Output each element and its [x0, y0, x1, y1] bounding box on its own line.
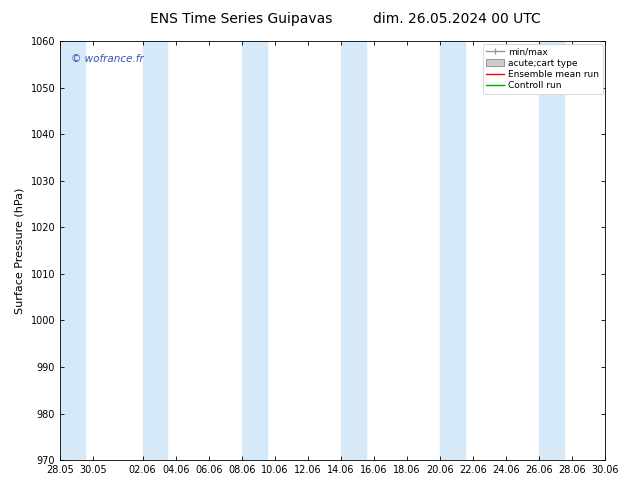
Text: ENS Time Series Guipavas: ENS Time Series Guipavas: [150, 12, 332, 26]
Text: dim. 26.05.2024 00 UTC: dim. 26.05.2024 00 UTC: [373, 12, 540, 26]
Bar: [341, 41, 366, 460]
Legend: min/max, acute;cart type, Ensemble mean run, Controll run: min/max, acute;cart type, Ensemble mean …: [482, 44, 602, 94]
Bar: [440, 41, 465, 460]
Bar: [242, 41, 266, 460]
Text: © wofrance.fr: © wofrance.fr: [71, 53, 143, 64]
Bar: [143, 41, 167, 460]
Bar: [605, 41, 622, 460]
Bar: [60, 41, 85, 460]
Y-axis label: Surface Pressure (hPa): Surface Pressure (hPa): [15, 187, 25, 314]
Bar: [539, 41, 564, 460]
